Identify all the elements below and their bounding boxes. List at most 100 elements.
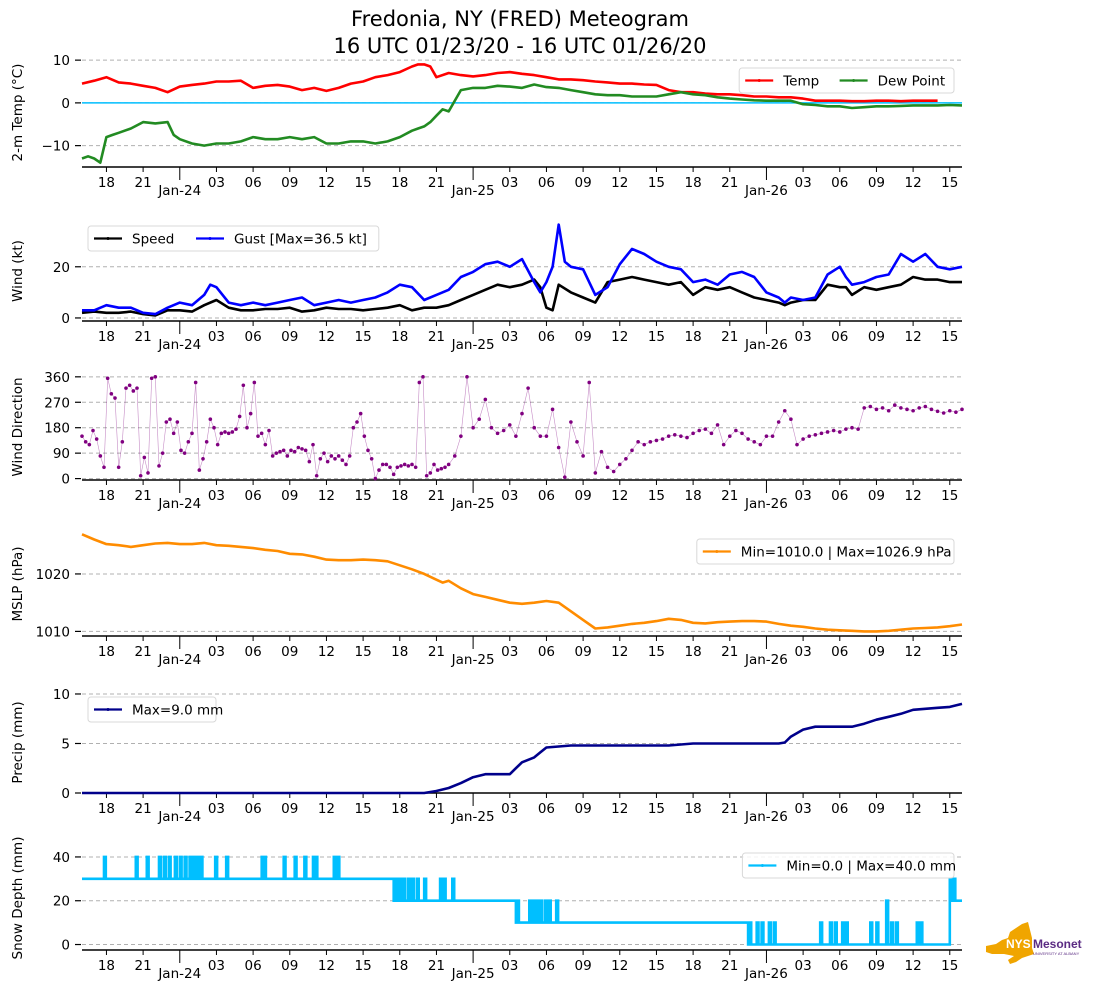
wdir-data-point [489, 425, 494, 430]
precip-ytick-label: 0 [61, 786, 70, 802]
wdir-data-point [87, 442, 92, 447]
mslp-xtick-label: 18 [685, 644, 702, 660]
temp-xtick-label: 15 [355, 175, 372, 191]
wdir-data-point [685, 435, 689, 440]
wdir-data-point [369, 457, 374, 461]
temp-xtick-label: 03 [795, 175, 812, 191]
wind-xtick-label: Jan-26 [744, 337, 788, 353]
wdir-data-point [175, 420, 180, 424]
wind-xtick-label: Jan-25 [451, 337, 495, 353]
wdir-data-point [410, 462, 414, 467]
snow-xtick-label: 09 [575, 958, 592, 974]
temp-xtick-label: 18 [98, 175, 115, 191]
precip-xtick-label: 06 [831, 801, 848, 817]
temp-xtick-label: 12 [318, 175, 335, 191]
precip-xtick-label: 18 [685, 801, 702, 817]
temp-legend-label: Dew Point [878, 74, 946, 90]
wind-xtick-label: 09 [281, 329, 298, 345]
wdir-data-point [91, 428, 95, 433]
wdir-data-point [782, 408, 787, 413]
mslp-ylabel: MSLP (hPa) [10, 546, 26, 621]
nys-state-shape-icon: NYS Mesonet UNIVERSITY AT ALBANY [986, 922, 1082, 964]
wdir-data-point [325, 459, 330, 464]
snow-xtick-label: 06 [245, 958, 262, 974]
wdir-data-point [102, 465, 106, 470]
snow-xtick-label: 21 [721, 958, 738, 974]
wdir-data-point [624, 457, 628, 461]
precip-xtick-label: 06 [538, 801, 555, 817]
wdir-xtick-label: 03 [208, 488, 225, 504]
mslp-xtick-label: 03 [501, 644, 518, 660]
temp-xtick-label: 21 [428, 175, 445, 191]
temp-xtick-label: 06 [831, 175, 848, 191]
wdir-data-point [697, 428, 702, 433]
mslp-xtick-label: 06 [245, 644, 262, 660]
wdir-ytick-label: 90 [53, 446, 70, 462]
wdir-data-point [127, 383, 132, 388]
temp-xtick-label: 18 [391, 175, 408, 191]
wind-legend [87, 225, 380, 252]
wdir-data-point [124, 386, 128, 390]
wdir-data-point [182, 451, 187, 455]
wind-xtick-label: 15 [648, 329, 665, 345]
wdir-data-point [874, 407, 879, 412]
wdir-data-point [230, 430, 235, 434]
wind-xtick-label: 21 [135, 329, 152, 345]
wdir-data-point [703, 427, 708, 431]
mslp-xtick-label: 15 [648, 644, 665, 660]
wdir-xtick-label: 12 [905, 488, 922, 504]
wdir-data-point [446, 462, 451, 467]
mslp-xtick-label: 12 [318, 644, 335, 660]
wind-ylabel: Wind (kt) [10, 240, 26, 302]
temp-xtick-label: 21 [135, 175, 152, 191]
precip-xtick-label: 12 [318, 801, 335, 817]
chart-title: Fredonia, NY (FRED) Meteogram 16 UTC 01/… [0, 6, 1040, 60]
precip-xtick-label: 12 [905, 801, 922, 817]
precip-legend [87, 696, 217, 723]
snow-xtick-label: 18 [685, 958, 702, 974]
wdir-data-point [190, 431, 194, 436]
wdir-data-point [899, 406, 903, 410]
wdir-data-point [575, 440, 579, 444]
mslp-xtick-label: 21 [721, 644, 738, 660]
wdir-data-point [237, 414, 242, 419]
wdir-data-point [197, 468, 202, 472]
wdir-data-point [538, 434, 543, 438]
wdir-data-point [837, 430, 842, 434]
wdir-xtick-label: 18 [391, 488, 408, 504]
wdir-data-point [569, 420, 573, 424]
mslp-ytick-label: 1020 [36, 567, 70, 583]
snow-ytick-label: 20 [53, 894, 70, 910]
snow-xtick-label: 21 [135, 958, 152, 974]
wdir-data-point [941, 411, 946, 415]
wdir-data-point [507, 423, 512, 427]
snow-legend [741, 852, 955, 879]
precip-xtick-label: 12 [611, 801, 628, 817]
temp-ytick-label: −10 [42, 139, 71, 155]
wdir-data-point [721, 442, 726, 447]
wdir-xtick-label: 09 [281, 488, 298, 504]
wdir-data-point [752, 440, 757, 444]
wdir-data-point [471, 425, 475, 430]
wdir-data-point [435, 468, 440, 472]
mslp-xtick-label: 15 [355, 644, 372, 660]
precip-xtick-label: 21 [135, 801, 152, 817]
wind-xtick-label: 12 [611, 329, 628, 345]
wdir-data-point [862, 406, 867, 410]
wdir-ytick-label: 180 [44, 421, 70, 437]
wdir-data-point [270, 454, 275, 458]
logo-university-text: UNIVERSITY AT ALBANY [1033, 951, 1080, 956]
snow-xtick-label: 09 [868, 958, 885, 974]
wdir-data-point [715, 423, 720, 427]
wdir-data-point [886, 408, 891, 413]
wdir-data-point [825, 430, 830, 434]
wdir-data-point [226, 431, 231, 436]
wdir-data-point [770, 434, 775, 438]
wdir-xtick-label: 09 [868, 488, 885, 504]
mslp-xtick-label: 21 [428, 644, 445, 660]
wdir-data-point [300, 447, 304, 451]
wdir-data-point [157, 464, 161, 468]
wdir-xtick-label: 06 [245, 488, 262, 504]
wdir-data-point [384, 462, 389, 467]
wdir-data-point [105, 376, 110, 381]
